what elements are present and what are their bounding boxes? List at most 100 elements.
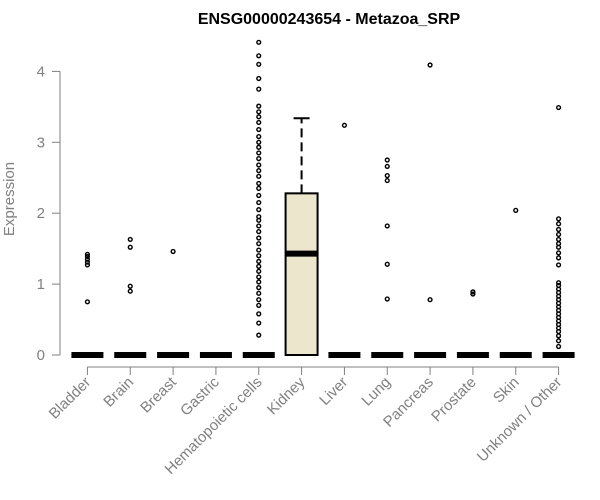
outlier-point bbox=[384, 157, 390, 163]
outlier-point bbox=[384, 296, 390, 302]
outlier-point bbox=[256, 199, 262, 206]
outlier-point bbox=[341, 122, 348, 128]
outlier-point bbox=[555, 216, 562, 222]
outlier-point bbox=[256, 297, 262, 303]
outlier-point bbox=[555, 241, 562, 247]
outlier-point bbox=[555, 255, 562, 261]
x-tick-label: Breast bbox=[137, 373, 180, 416]
outlier-point bbox=[84, 253, 91, 260]
outlier-point bbox=[256, 134, 262, 140]
outlier-point bbox=[84, 299, 91, 305]
outlier-point bbox=[256, 39, 262, 45]
outlier-point bbox=[256, 274, 262, 280]
outlier-point bbox=[256, 109, 262, 115]
outlier-point bbox=[256, 229, 262, 235]
chart-title: ENSG00000243654 - Metazoa_SRP bbox=[198, 11, 461, 28]
outlier-point bbox=[555, 250, 562, 256]
box-group bbox=[371, 157, 404, 358]
box-group bbox=[456, 289, 489, 358]
outlier-point bbox=[256, 241, 262, 247]
outlier-point bbox=[256, 207, 262, 213]
outlier-point bbox=[256, 192, 262, 199]
outlier-point bbox=[384, 223, 390, 229]
outlier-point bbox=[256, 302, 262, 308]
outlier-point bbox=[256, 332, 262, 338]
outlier-point bbox=[384, 177, 390, 184]
outlier-point bbox=[256, 139, 262, 145]
outlier-point bbox=[256, 162, 262, 168]
outlier-point bbox=[555, 282, 562, 289]
outlier-point bbox=[384, 261, 390, 267]
outlier-point bbox=[256, 247, 262, 253]
box-group bbox=[157, 248, 190, 358]
x-tick-label: Prostate bbox=[428, 374, 480, 426]
outlier-point bbox=[555, 343, 562, 350]
y-tick-label: 4 bbox=[37, 63, 45, 80]
y-tick-label: 1 bbox=[37, 276, 45, 293]
outlier-point bbox=[256, 168, 262, 174]
outlier-point bbox=[256, 156, 262, 162]
outlier-point bbox=[256, 75, 262, 82]
outlier-point bbox=[256, 290, 262, 296]
x-tick-label: Bladder bbox=[46, 374, 95, 423]
outlier-point bbox=[256, 235, 262, 241]
box-group bbox=[71, 251, 104, 358]
outlier-point bbox=[256, 263, 262, 269]
outlier-point bbox=[256, 180, 262, 187]
box bbox=[284, 192, 319, 356]
outlier-point bbox=[127, 236, 133, 243]
outlier-point bbox=[470, 291, 476, 297]
x-tick-label: Brain bbox=[100, 374, 137, 411]
y-axis-title: Expression bbox=[1, 162, 18, 236]
x-tick-label: Kidney bbox=[264, 373, 309, 418]
box-group bbox=[499, 207, 532, 358]
y-tick-label: 3 bbox=[37, 134, 45, 151]
outlier-point bbox=[555, 231, 562, 238]
outlier-point bbox=[256, 214, 262, 220]
y-tick-label: 2 bbox=[37, 205, 45, 222]
outlier-point bbox=[256, 258, 262, 265]
outlier-point bbox=[256, 285, 262, 291]
outlier-point bbox=[555, 104, 562, 111]
box-group bbox=[414, 62, 447, 358]
y-tick-label: 0 bbox=[37, 347, 45, 364]
box-series bbox=[71, 39, 575, 358]
outlier-point bbox=[256, 279, 262, 285]
outlier-point bbox=[256, 86, 262, 92]
outlier-point bbox=[384, 163, 390, 170]
outlier-point bbox=[256, 253, 262, 259]
outlier-point bbox=[256, 103, 262, 109]
outlier-point bbox=[256, 223, 262, 229]
outlier-point bbox=[256, 61, 262, 67]
outlier-point bbox=[555, 221, 562, 227]
outlier-point bbox=[256, 268, 262, 274]
box-group bbox=[242, 39, 275, 358]
y-axis: 0 1 2 3 4 bbox=[37, 63, 61, 364]
outlier-point bbox=[256, 144, 262, 150]
x-tick-label: Skin bbox=[490, 374, 523, 407]
outlier-point bbox=[256, 320, 262, 326]
outlier-point bbox=[256, 114, 262, 120]
outlier-point bbox=[256, 173, 262, 179]
outlier-point bbox=[256, 311, 262, 317]
box-group bbox=[542, 104, 575, 358]
box-group bbox=[328, 122, 361, 358]
outlier-point bbox=[127, 288, 133, 294]
outlier-point bbox=[127, 283, 133, 289]
outlier-point bbox=[513, 207, 519, 213]
outlier-point bbox=[256, 119, 262, 126]
box-group bbox=[284, 117, 319, 356]
outlier-point bbox=[555, 280, 562, 286]
outlier-point bbox=[555, 236, 562, 243]
outlier-point bbox=[84, 251, 91, 257]
outlier-point bbox=[555, 333, 562, 339]
outlier-point bbox=[384, 173, 390, 179]
outlier-point bbox=[127, 244, 133, 250]
x-tick-label: Liver bbox=[316, 374, 351, 409]
outlier-point bbox=[427, 297, 433, 303]
outlier-point bbox=[170, 248, 176, 255]
outlier-point bbox=[555, 226, 562, 233]
outlier-point bbox=[470, 289, 476, 295]
box-group bbox=[114, 236, 147, 358]
